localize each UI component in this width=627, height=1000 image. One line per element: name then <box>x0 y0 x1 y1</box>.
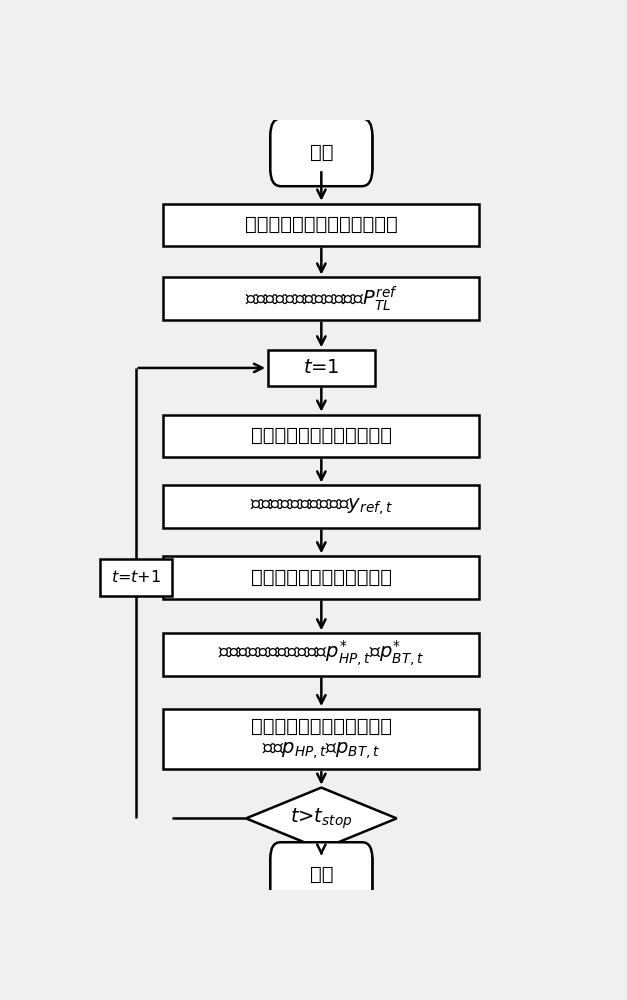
FancyBboxPatch shape <box>270 135 372 169</box>
Bar <box>268 350 375 386</box>
Bar <box>164 633 479 676</box>
Text: $t$>$t_{stop}$: $t$>$t_{stop}$ <box>290 806 352 831</box>
FancyBboxPatch shape <box>270 118 372 186</box>
Text: 计算平抑联络线功率目标值$P_{TL}^{ref}$: 计算平抑联络线功率目标值$P_{TL}^{ref}$ <box>245 284 398 313</box>
Bar <box>164 556 479 599</box>
Bar <box>164 277 479 320</box>
Bar <box>164 485 479 528</box>
Text: 对平抑的目标功率优化分配: 对平抑的目标功率优化分配 <box>251 568 392 587</box>
Text: 获取该时刻分布式电源功率: 获取该时刻分布式电源功率 <box>251 426 392 445</box>
Text: 结束: 结束 <box>310 865 333 884</box>
Text: 获取分布式电源、负荷预测值: 获取分布式电源、负荷预测值 <box>245 215 398 234</box>
Polygon shape <box>246 788 397 849</box>
Text: 开始: 开始 <box>310 143 333 162</box>
Bar <box>100 559 172 596</box>
Text: 计算电池和电热泵实际响应
功率$p_{HP,t}$和$p_{BT,t}$: 计算电池和电热泵实际响应 功率$p_{HP,t}$和$p_{BT,t}$ <box>251 717 392 761</box>
Bar <box>164 709 479 769</box>
Text: 电池和电热泵响应目标值$p_{HP,t}^{*}$和$p_{BT,t}^{*}$: 电池和电热泵响应目标值$p_{HP,t}^{*}$和$p_{BT,t}^{*}$ <box>218 639 424 669</box>
Text: $t$=$t$+1: $t$=$t$+1 <box>110 569 161 585</box>
Text: 计算需要平抑的目标值$y_{ref,t}$: 计算需要平抑的目标值$y_{ref,t}$ <box>250 496 393 517</box>
FancyBboxPatch shape <box>270 842 372 907</box>
Bar <box>164 204 479 246</box>
Text: $t$=1: $t$=1 <box>303 358 340 377</box>
Bar <box>164 415 479 457</box>
FancyBboxPatch shape <box>270 858 372 891</box>
